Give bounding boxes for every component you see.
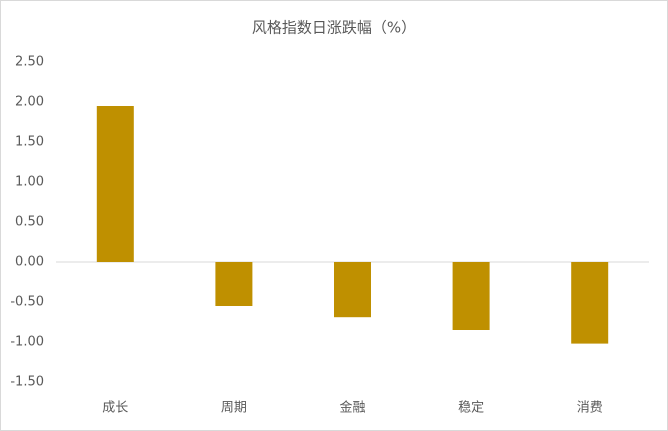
- y-tick-label: -1.00: [10, 335, 44, 350]
- y-tick-label: -0.50: [10, 295, 44, 310]
- x-tick-label: 周期: [221, 401, 247, 416]
- bar: [334, 262, 371, 318]
- bar: [215, 262, 253, 306]
- bar: [452, 262, 490, 330]
- x-tick-label: 成长: [102, 401, 128, 416]
- x-tick-label: 稳定: [458, 400, 484, 416]
- y-tick-label: 1.50: [15, 135, 44, 150]
- x-tick-label: 消费: [577, 401, 603, 416]
- y-tick-label: 2.50: [15, 55, 44, 70]
- bar: [96, 106, 134, 262]
- bar: [571, 262, 609, 344]
- y-tick-label: 1.00: [15, 175, 44, 190]
- y-tick-label: 0.00: [15, 255, 44, 270]
- y-tick-label: -1.50: [10, 375, 44, 390]
- y-tick-label: 2.00: [15, 95, 44, 110]
- chart-title: 风格指数日涨跌幅（%）: [252, 19, 416, 37]
- x-tick-label: 金融: [339, 400, 365, 416]
- y-tick-label: 0.50: [15, 215, 44, 230]
